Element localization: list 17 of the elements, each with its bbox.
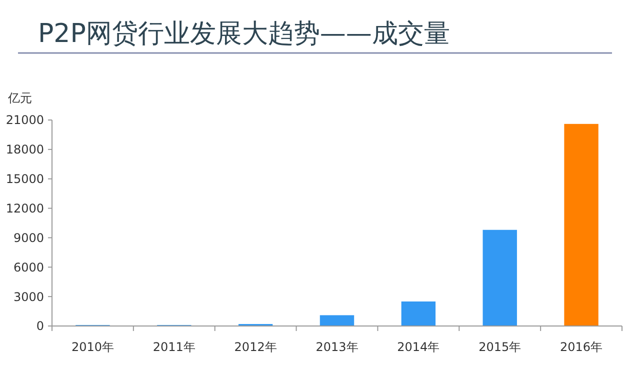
y-tick-label: 15000 — [6, 172, 44, 186]
x-tick-label: 2011年 — [152, 340, 196, 354]
y-tick-label: 6000 — [13, 260, 44, 274]
chart-title: P2P网贷行业发展大趋势——成交量 — [38, 19, 450, 49]
y-tick-label: 3000 — [13, 290, 44, 304]
y-tick-label: 18000 — [6, 142, 44, 157]
x-tick-label: 2010年 — [71, 340, 114, 354]
y-axis-title: 亿元 — [7, 91, 32, 105]
y-tick-label: 0 — [36, 319, 44, 334]
x-tick-label: 2014年 — [397, 340, 440, 354]
x-tick-label: 2013年 — [316, 340, 358, 354]
y-tick-label: 9000 — [13, 230, 44, 245]
y-tick-label: 21000 — [6, 113, 44, 128]
x-tick-label: 2012年 — [234, 340, 277, 354]
y-tick-label: 12000 — [6, 201, 44, 216]
x-tick-label: 2015年 — [478, 340, 522, 354]
x-tick-label: 2016年 — [560, 340, 603, 354]
